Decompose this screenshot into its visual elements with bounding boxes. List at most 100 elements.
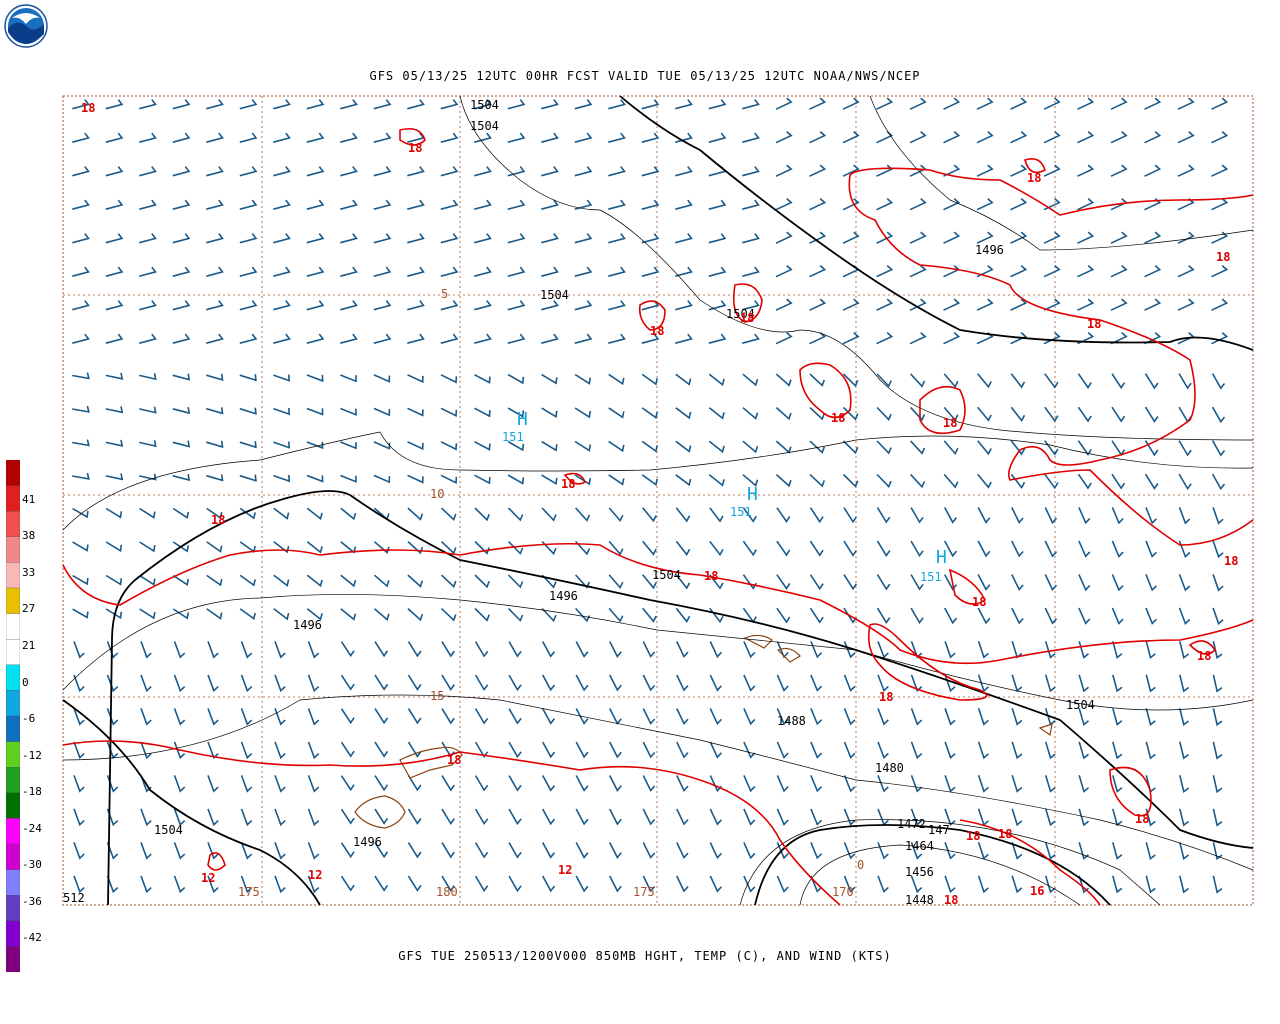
wind-barb [675, 266, 693, 277]
wind-barb [977, 674, 989, 693]
wind-barb [1177, 164, 1195, 177]
wind-barb [977, 775, 989, 793]
wind-barb [608, 166, 626, 177]
wind-barb [105, 473, 124, 481]
wind-barb [943, 406, 959, 422]
wind-barb [1145, 842, 1156, 860]
wind-barb [440, 199, 459, 210]
wind-barb [608, 507, 624, 523]
wind-barb [1145, 507, 1157, 525]
wind-barb [374, 708, 389, 725]
wind-barb [105, 233, 124, 244]
wind-barb [943, 164, 961, 177]
wind-barb [474, 741, 489, 759]
wind-barb [877, 808, 889, 827]
wind-barb [140, 641, 152, 659]
wind-barb [239, 474, 257, 482]
wind-barb [977, 373, 992, 389]
grid-labels: 5 10 15 175 180 175 170 0 [238, 287, 864, 899]
wind-barb [306, 507, 323, 521]
wind-barb [206, 300, 224, 311]
wind-barb [139, 233, 157, 244]
wind-barb [1212, 674, 1223, 693]
wind-barb [172, 507, 190, 520]
wind-barb [574, 373, 592, 385]
wind-barb [340, 708, 355, 725]
wind-barb [742, 333, 760, 344]
wind-barb [742, 440, 759, 454]
wind-barb [709, 875, 722, 893]
wind-barb [240, 674, 253, 693]
wind-barb [1011, 708, 1023, 726]
wind-barb [675, 300, 693, 311]
wind-barb [944, 775, 956, 793]
wind-barb [641, 407, 658, 419]
wind-barb [1179, 641, 1190, 659]
legend-label: 27 [22, 602, 36, 615]
wind-barb [274, 641, 286, 659]
wind-barb [1077, 406, 1092, 423]
wind-barb [642, 808, 656, 826]
wind-barb [1043, 298, 1061, 311]
wind-barb [1179, 775, 1190, 793]
wind-barb [474, 300, 492, 311]
wind-barb [675, 99, 693, 110]
wind-barb [877, 775, 889, 793]
wind-barb [106, 708, 119, 726]
wind-barb [742, 166, 760, 177]
wind-barb [1010, 164, 1028, 177]
wind-barb [909, 97, 927, 110]
wind-barb [810, 875, 823, 893]
wind-barb [809, 97, 827, 110]
wind-barb [1177, 332, 1195, 345]
legend-label: -30 [22, 858, 42, 871]
wind-barb [1044, 875, 1056, 894]
wind-barb [776, 775, 789, 793]
height-label: 1456 [905, 865, 934, 879]
wind-barb [977, 842, 989, 860]
wind-barb [742, 407, 759, 420]
temperature-color-legend [6, 460, 20, 972]
wind-barb [641, 333, 660, 344]
grid-label: 175 [238, 885, 260, 899]
wind-barb [810, 842, 823, 860]
wind-barb [307, 808, 320, 827]
temp-label: 18 [1216, 250, 1230, 264]
wind-barb [307, 775, 320, 793]
wind-barb [507, 132, 526, 143]
wind-barb [507, 540, 524, 555]
wind-barb [1212, 775, 1223, 794]
wind-barb [1078, 674, 1090, 693]
wind-barb [172, 266, 191, 277]
wind-barb [776, 674, 789, 692]
wind-barb [172, 300, 191, 311]
wind-barb [140, 674, 152, 693]
wind-barb [139, 608, 156, 620]
wind-barb [1011, 641, 1023, 659]
wind-barb [340, 166, 358, 177]
wind-barb [943, 607, 958, 625]
wind-barb [340, 808, 355, 825]
wind-barb [1177, 265, 1195, 278]
temp-label: 18 [944, 893, 958, 907]
wind-barb [641, 199, 660, 210]
wind-barb [1043, 164, 1061, 177]
wind-barb [574, 266, 593, 277]
wind-barb [73, 641, 85, 659]
legend-swatch [6, 767, 20, 794]
wind-barb [1077, 440, 1092, 456]
temp-label: 18 [81, 101, 95, 115]
wind-barb [508, 741, 522, 759]
wind-barb [407, 474, 424, 484]
wind-barb [541, 300, 559, 311]
wind-barb [976, 131, 994, 144]
wind-barb [977, 540, 991, 558]
wind-barb [910, 440, 926, 455]
wind-barb [675, 166, 693, 177]
wind-barb [776, 641, 789, 659]
wind-barb [574, 474, 592, 486]
wind-barb [306, 608, 323, 621]
wind-barb [1077, 231, 1095, 244]
wind-barb [105, 166, 124, 177]
wind-barb [340, 374, 357, 383]
